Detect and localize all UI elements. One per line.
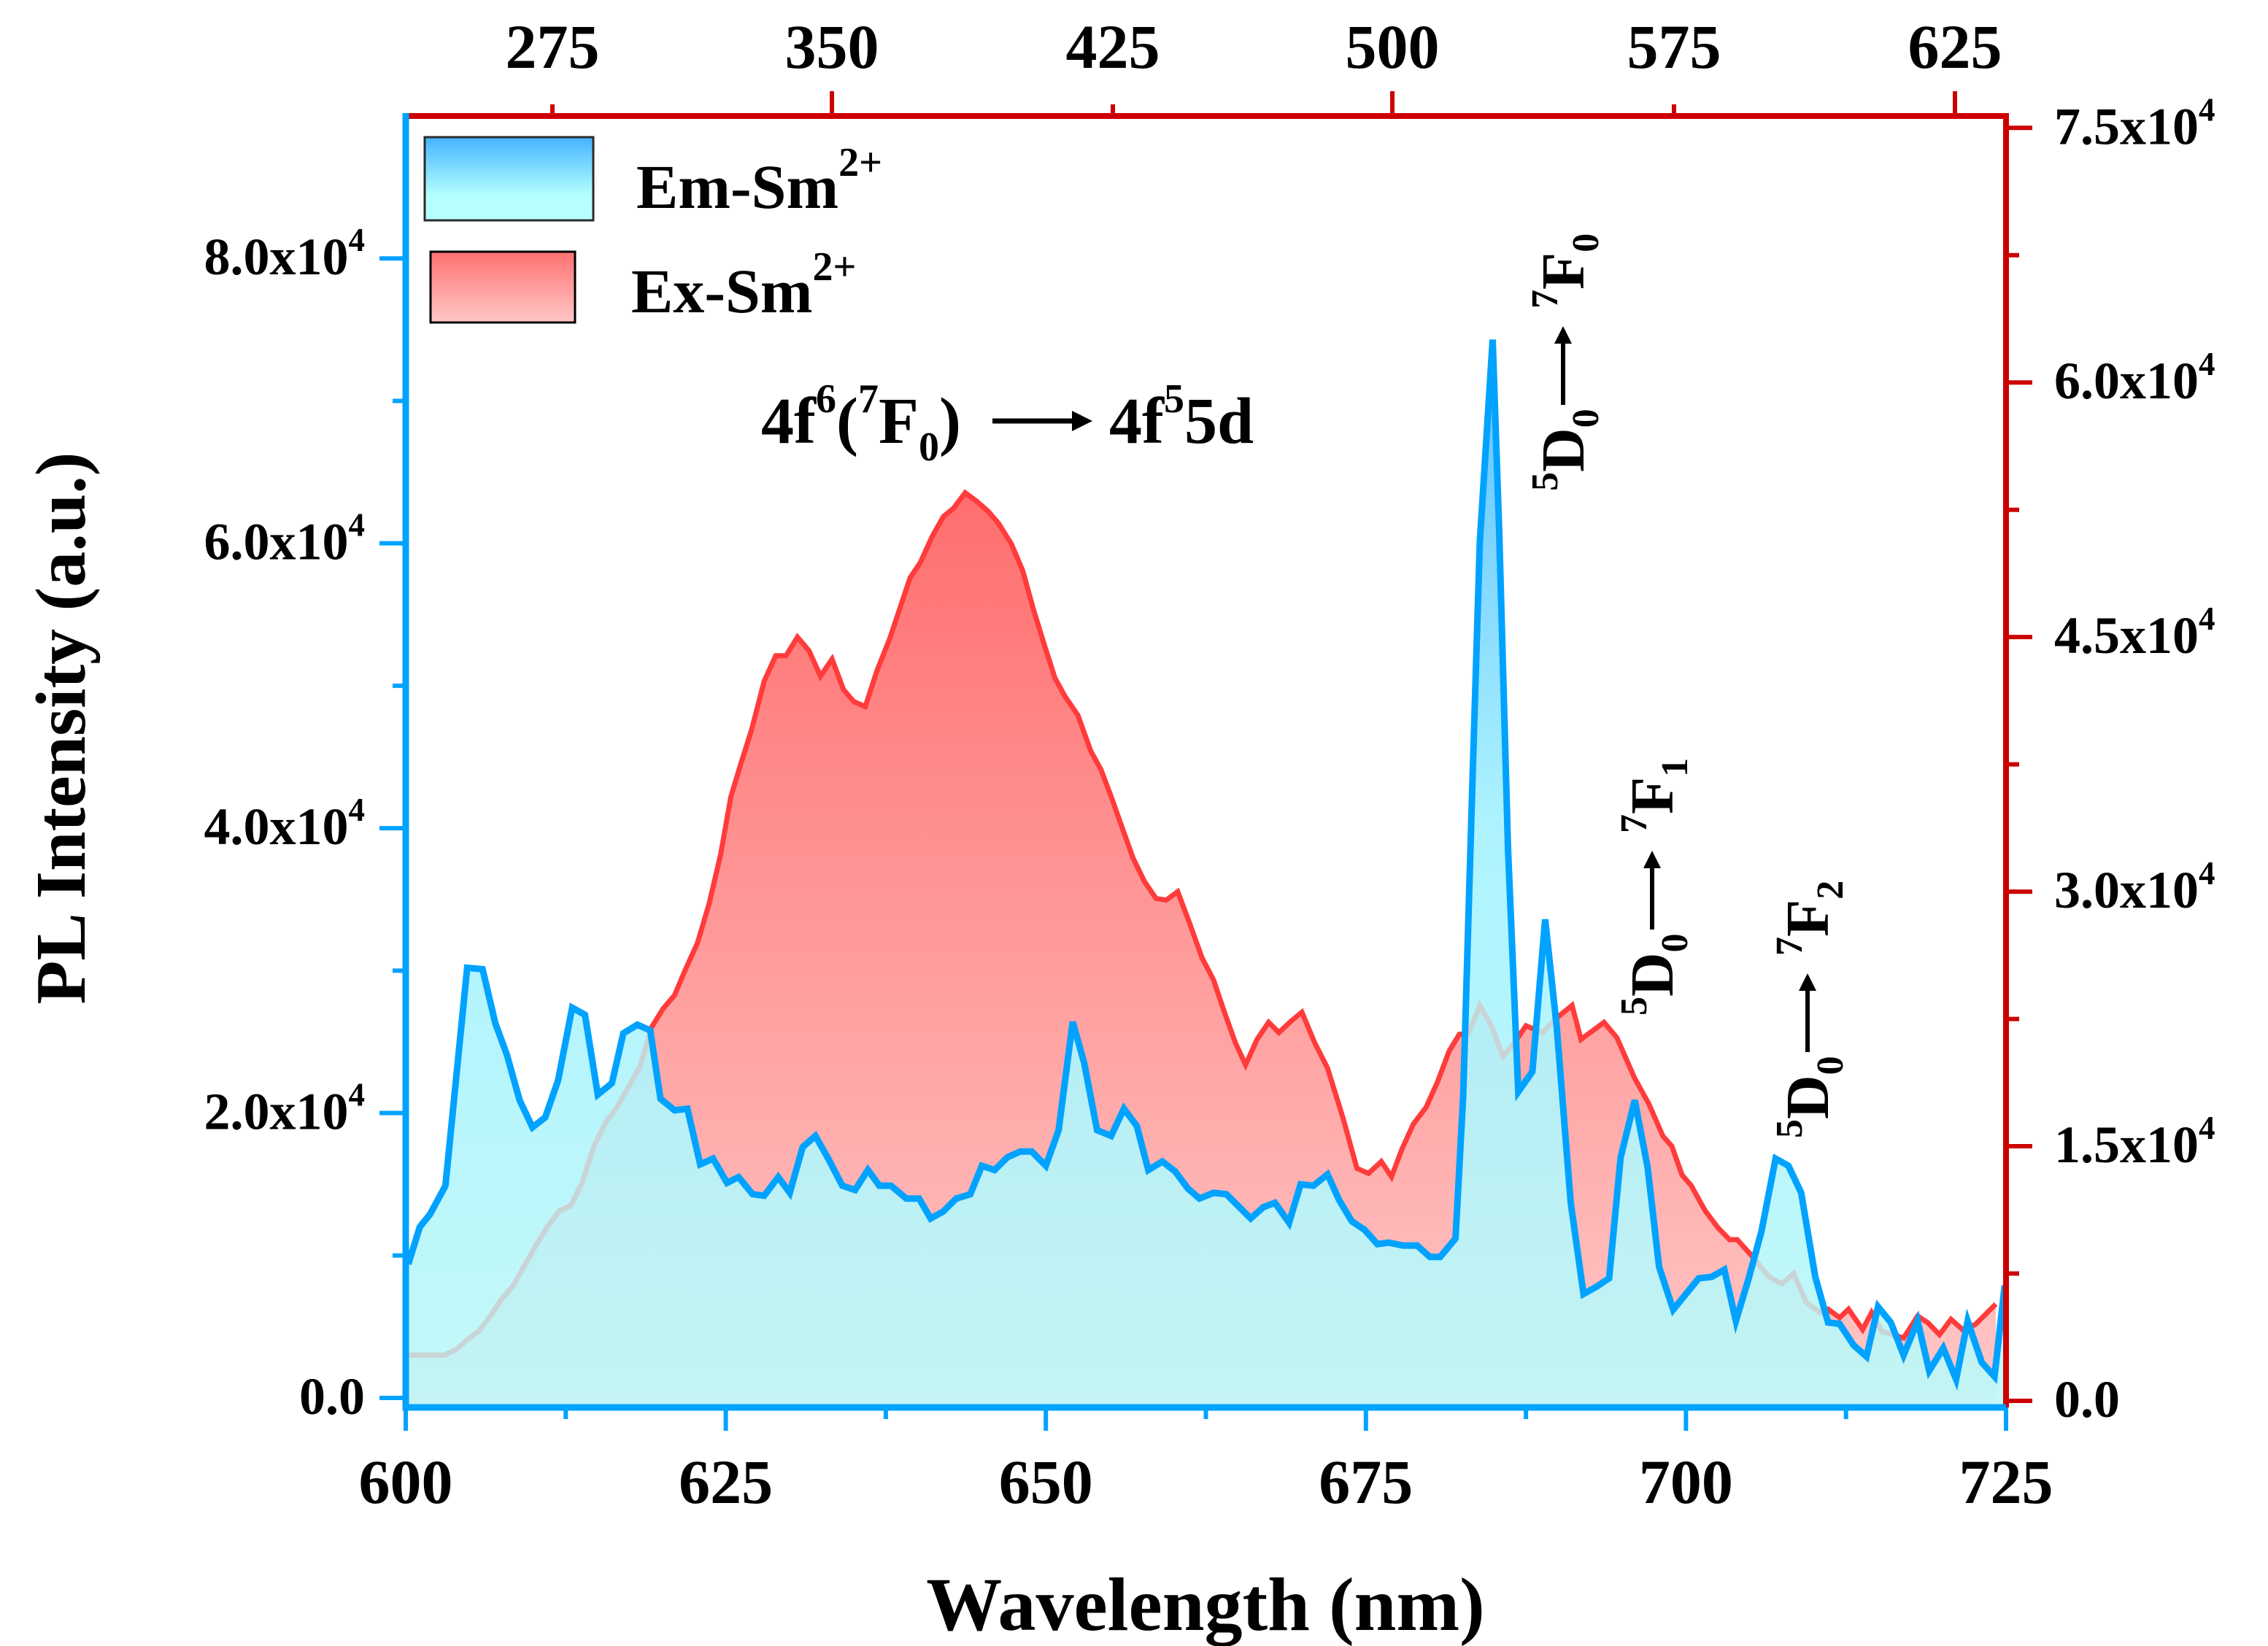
x-axis-title: Wavelength (nm)	[926, 1563, 1485, 1646]
legend-swatch-em	[423, 136, 595, 222]
series-em	[405, 339, 2008, 1407]
annotation-transition-7f2: 5D0 7F2	[1769, 881, 1851, 1138]
annotations: 4f6(7F0) 4f55d 5D0 7F0 5D0 7F1 5D0 7F2	[761, 233, 1851, 1138]
legend: Em-Sm2+ Ex-Sm2+	[423, 136, 882, 326]
legend-label-ex: Ex-Sm2+	[631, 244, 856, 326]
area-fill-em	[408, 339, 2005, 1407]
svg-text:5D0: 5D0	[1524, 409, 1607, 491]
legend-swatch-ex	[429, 250, 576, 324]
svg-text:7F1: 7F1	[1613, 758, 1696, 833]
svg-text:7F0: 7F0	[1524, 233, 1607, 309]
y-left-tick-label: 0.0	[299, 1367, 365, 1426]
x-tick-label: 625	[679, 1447, 773, 1517]
legend-label-em: Em-Sm2+	[636, 140, 882, 222]
axes	[402, 113, 2009, 1411]
x-tick-label: 650	[999, 1447, 1093, 1517]
x-tick-label: 700	[1639, 1447, 1733, 1517]
x-tick-label: 675	[1319, 1447, 1413, 1517]
y-left-tick-label: 6.0x104	[204, 507, 366, 571]
y-left-tick-label: 8.0x104	[204, 222, 366, 286]
y-right-tick-label: 7.5x104	[2054, 91, 2215, 155]
svg-text:7F2: 7F2	[1769, 881, 1851, 956]
x2-tick-label: 350	[785, 12, 879, 82]
y-left-tick-label: 4.0x104	[204, 792, 366, 856]
svg-text:4f6(7F0): 4f6(7F0)	[761, 376, 961, 470]
x2-tick-label: 425	[1066, 12, 1160, 82]
x2-tick-label: 500	[1346, 12, 1440, 82]
series-layer	[405, 339, 2008, 1407]
y-right-tick-label: 1.5x104	[2054, 1110, 2215, 1174]
y-axis-title: PL Intensity (a.u.)	[22, 452, 101, 1005]
y-right-tick-label: 6.0x104	[2054, 346, 2215, 410]
y-left-tick-label: 2.0x104	[204, 1077, 366, 1141]
svg-text:5D0: 5D0	[1613, 933, 1696, 1016]
svg-text:4f55d: 4f55d	[1109, 376, 1254, 457]
svg-text:5D0: 5D0	[1769, 1056, 1851, 1138]
x2-tick-label: 275	[506, 12, 600, 82]
annotation-transition-7f0: 5D0 7F0	[1524, 233, 1607, 491]
y-right-tick-label: 0.0	[2054, 1370, 2120, 1429]
x-tick-label: 725	[1959, 1447, 2053, 1517]
line-em	[405, 339, 2008, 1391]
x-tick-label: 600	[359, 1447, 453, 1517]
annotation-transition-7f1: 5D0 7F1	[1613, 758, 1696, 1016]
annotation-excitation-band: 4f6(7F0) 4f55d	[761, 376, 1254, 470]
ticks-layer: 600 625 650 675 700 725 275 350 425 500 575 625 0.0 2…	[204, 12, 2215, 1517]
x2-tick-label: 575	[1627, 12, 1721, 82]
y-right-tick-label: 4.5x104	[2054, 600, 2215, 665]
x2-tick-label: 625	[1908, 12, 2002, 82]
line-ex	[406, 489, 1998, 1358]
y-right-tick-label: 3.0x104	[2054, 855, 2215, 919]
